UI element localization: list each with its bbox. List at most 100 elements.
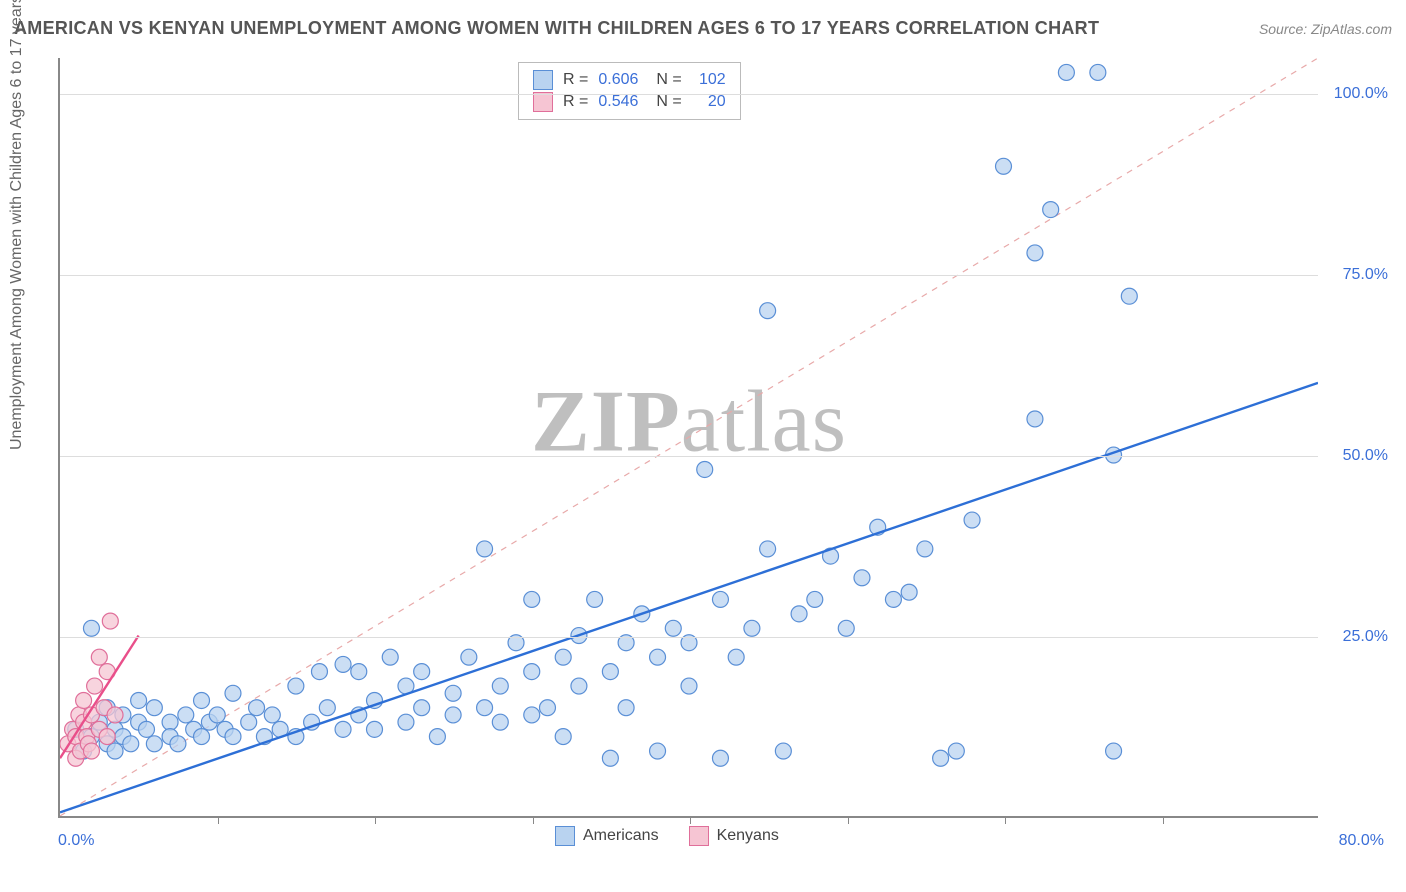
x-tick: [1005, 816, 1006, 824]
data-point: [524, 707, 540, 723]
data-point: [933, 750, 949, 766]
data-point: [445, 685, 461, 701]
data-point: [948, 743, 964, 759]
data-point: [194, 693, 210, 709]
y-tick-label: 100.0%: [1334, 85, 1388, 103]
data-point: [602, 750, 618, 766]
data-point: [162, 714, 178, 730]
data-point: [367, 721, 383, 737]
data-point: [335, 721, 351, 737]
x-tick: [848, 816, 849, 824]
data-point: [1058, 64, 1074, 80]
data-point: [807, 591, 823, 607]
data-point: [492, 678, 508, 694]
data-point: [76, 693, 92, 709]
data-point: [477, 700, 493, 716]
data-point: [901, 584, 917, 600]
y-axis-label: Unemployment Among Women with Children A…: [8, 0, 26, 450]
x-tick: [533, 816, 534, 824]
data-point: [139, 721, 155, 737]
data-point: [964, 512, 980, 528]
data-point: [241, 714, 257, 730]
data-point: [131, 693, 147, 709]
correlation-legend: R = 0.606 N = 102 R = 0.546 N = 20: [518, 62, 741, 120]
data-point: [91, 649, 107, 665]
diagonal-reference-line: [60, 58, 1318, 816]
data-point: [681, 678, 697, 694]
data-point: [775, 743, 791, 759]
data-point: [555, 649, 571, 665]
data-point: [1027, 245, 1043, 261]
data-point: [728, 649, 744, 665]
data-point: [650, 743, 666, 759]
data-point: [524, 664, 540, 680]
regression-line: [60, 383, 1318, 813]
source-label: Source: ZipAtlas.com: [1259, 21, 1392, 37]
gridline: [60, 275, 1318, 276]
x-axis-min-label: 0.0%: [58, 832, 94, 850]
data-point: [1121, 288, 1137, 304]
x-tick: [1163, 816, 1164, 824]
data-point: [102, 613, 118, 629]
y-tick-label: 75.0%: [1343, 266, 1388, 284]
data-point: [414, 700, 430, 716]
data-point: [587, 591, 603, 607]
legend-swatch: [689, 826, 709, 846]
x-axis-max-label: 80.0%: [1339, 832, 1384, 850]
data-point: [319, 700, 335, 716]
legend-label: Americans: [583, 827, 659, 845]
data-point: [650, 649, 666, 665]
y-tick-label: 50.0%: [1343, 447, 1388, 465]
x-tick: [375, 816, 376, 824]
stat-n-value: 102: [692, 69, 726, 91]
data-point: [524, 591, 540, 607]
data-point: [760, 541, 776, 557]
data-point: [445, 707, 461, 723]
data-point: [429, 729, 445, 745]
data-point: [665, 620, 681, 636]
gridline: [60, 456, 1318, 457]
stat-r-value: 0.606: [598, 69, 646, 91]
data-point: [335, 656, 351, 672]
chart-title: AMERICAN VS KENYAN UNEMPLOYMENT AMONG WO…: [14, 18, 1099, 39]
data-point: [225, 729, 241, 745]
series-legend: Americans Kenyans: [555, 826, 779, 846]
stat-n-label: N =: [656, 69, 681, 91]
data-point: [917, 541, 933, 557]
data-point: [1027, 411, 1043, 427]
legend-item: Americans: [555, 826, 659, 846]
data-point: [1106, 743, 1122, 759]
data-point: [178, 707, 194, 723]
data-point: [414, 664, 430, 680]
data-point: [83, 743, 99, 759]
data-point: [87, 678, 103, 694]
data-point: [146, 736, 162, 752]
data-point: [791, 606, 807, 622]
data-point: [146, 700, 162, 716]
data-point: [492, 714, 508, 730]
data-point: [264, 707, 280, 723]
data-point: [107, 743, 123, 759]
gridline: [60, 637, 1318, 638]
data-point: [382, 649, 398, 665]
gridline: [60, 94, 1318, 95]
data-point: [712, 591, 728, 607]
data-point: [249, 700, 265, 716]
data-point: [170, 736, 186, 752]
data-point: [398, 714, 414, 730]
data-point: [539, 700, 555, 716]
data-point: [838, 620, 854, 636]
data-point: [555, 729, 571, 745]
legend-label: Kenyans: [717, 827, 779, 845]
plot-area: ZIPatlas R = 0.606 N = 102 R = 0.546 N =…: [58, 58, 1318, 818]
data-point: [461, 649, 477, 665]
data-point: [477, 541, 493, 557]
title-bar: AMERICAN VS KENYAN UNEMPLOYMENT AMONG WO…: [14, 18, 1392, 39]
data-point: [225, 685, 241, 701]
x-tick: [690, 816, 691, 824]
data-point: [760, 303, 776, 319]
stat-r-label: R =: [563, 69, 588, 91]
data-point: [1043, 202, 1059, 218]
data-point: [712, 750, 728, 766]
data-point: [288, 678, 304, 694]
